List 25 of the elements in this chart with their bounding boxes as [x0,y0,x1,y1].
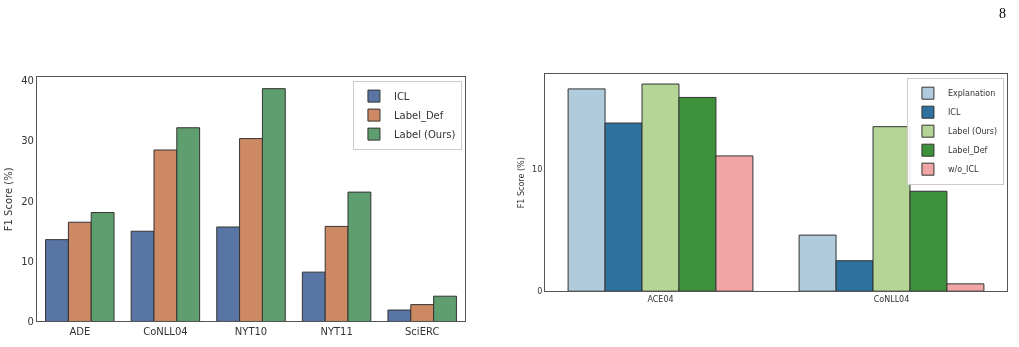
x-tick-label: NYT10 [234,325,268,337]
y-tick-label: 40 [21,75,34,87]
legend-label: Label (Ours) [393,129,456,141]
legend-label: w/o_ICL [947,165,980,175]
legend-label: ICL [393,91,410,103]
legend-label: ICL [947,108,961,118]
y-tick-label: 0 [27,315,34,327]
y-tick-label: 10 [21,255,34,267]
x-tick-label: CoNLL04 [143,325,188,337]
x-tick-label: ADE [69,325,91,337]
legend-label: Label (Ours) [947,127,998,137]
x-tick-label: ACE04 [647,294,674,304]
x-tick-label: NYT11 [320,325,353,337]
legend-label: Label_Def [393,110,444,123]
y-axis-title: F1 Score (%) [516,157,526,209]
y-tick-label: 20 [21,195,34,207]
legend-label: Explanation [947,89,996,99]
text: 8 [999,6,1006,21]
y-tick-label: 0 [537,286,543,296]
y-tick-label: 10 [532,165,543,175]
y-axis-title: F1 Score (%) [3,167,15,232]
x-tick-label: SciERC [405,325,440,337]
x-tick-label: CoNLL04 [873,294,910,304]
y-tick-label: 30 [21,135,34,147]
legend-label: Label_Def [947,146,988,156]
